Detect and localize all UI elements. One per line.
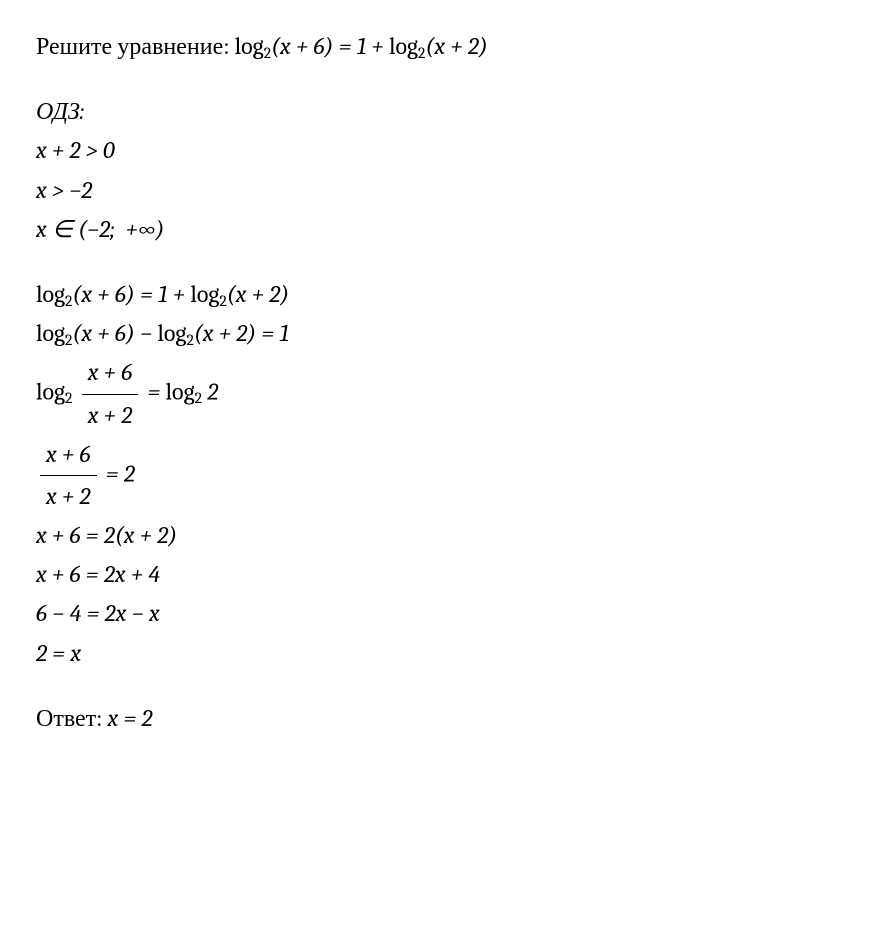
solution-block: log2(x + 6) = 1 + log2(x + 2) log2(x + 6… [36, 276, 838, 672]
domain-line-3: x ∈ (−2; +∞) [36, 211, 838, 248]
solution-step-2: log2(x + 6) − log2(x + 2) = 1 [36, 315, 838, 352]
solution-step-1: log2(x + 6) = 1 + log2(x + 2) [36, 276, 838, 313]
solution-step-5: x + 6 = 2(x + 2) [36, 517, 838, 554]
domain-block: ОДЗ: x + 2 > 0 x > −2 x ∈ (−2; +∞) [36, 93, 838, 248]
solution-step-6: x + 6 = 2x + 4 [36, 556, 838, 593]
fraction-2-den: x + 2 [40, 476, 97, 515]
problem-prompt: Решите уравнение: [36, 32, 229, 60]
answer-line: Ответ: x = 2 [36, 700, 838, 737]
problem-statement: Решите уравнение: log2(x + 6) = 1 + log2… [36, 28, 838, 65]
domain-heading: ОДЗ: [36, 93, 838, 130]
solution-step-7: 6 − 4 = 2x − x [36, 595, 838, 632]
solution-step-4: x + 6 x + 2 = 2 [36, 436, 838, 515]
fraction-2: x + 6 x + 2 [40, 436, 97, 515]
fraction-1: x + 6 x + 2 [82, 354, 139, 433]
page: Решите уравнение: log2(x + 6) = 1 + log2… [0, 0, 874, 765]
domain-line-2: x > −2 [36, 172, 838, 209]
solution-step-3: log2 x + 6 x + 2 = log2 2 [36, 354, 838, 433]
answer-value: x = 2 [108, 704, 153, 732]
answer-label: Ответ: [36, 704, 102, 732]
domain-line-1: x + 2 > 0 [36, 132, 838, 169]
fraction-1-den: x + 2 [82, 395, 139, 434]
solution-step-8: 2 = x [36, 635, 838, 672]
fraction-2-num: x + 6 [40, 436, 97, 476]
fraction-1-num: x + 6 [82, 354, 139, 394]
problem-equation: log2(x + 6) = 1 + log2(x + 2) [235, 32, 488, 60]
